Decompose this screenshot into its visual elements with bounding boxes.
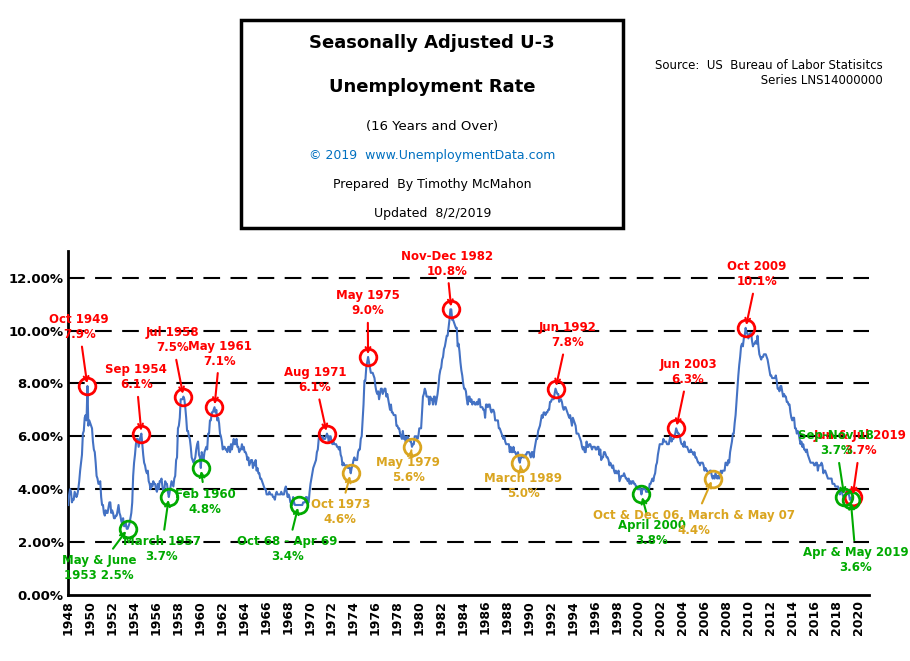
Text: April 2000
3.8%: April 2000 3.8% (618, 499, 686, 547)
Text: Oct 1973
4.6%: Oct 1973 4.6% (310, 478, 370, 526)
Text: Jul 1958
7.5%: Jul 1958 7.5% (146, 327, 199, 391)
Text: Updated  8/2/2019: Updated 8/2/2019 (374, 208, 490, 220)
Text: Oct 1949
7.9%: Oct 1949 7.9% (49, 313, 109, 381)
Text: Source:  US  Bureau of Labor Statisitcs
             Series LNS14000000: Source: US Bureau of Labor Statisitcs Se… (655, 59, 883, 87)
Text: Oct 2009
10.1%: Oct 2009 10.1% (727, 260, 787, 323)
Text: Aug 1971
6.1%: Aug 1971 6.1% (284, 366, 347, 428)
Text: May 1975
9.0%: May 1975 9.0% (336, 290, 399, 352)
Text: (16 Years and Over): (16 Years and Over) (366, 120, 499, 133)
Text: Seasonally Adjusted U-3: Seasonally Adjusted U-3 (309, 34, 555, 52)
Text: © 2019  www.UnemploymentData.com: © 2019 www.UnemploymentData.com (309, 149, 555, 162)
Text: Jun & Jul 2019
3.7%: Jun & Jul 2019 3.7% (814, 430, 906, 492)
Text: Sep 1954
6.1%: Sep 1954 6.1% (106, 364, 167, 428)
Text: Jun 1992
7.8%: Jun 1992 7.8% (539, 321, 596, 383)
Text: Apr & May 2019
3.6%: Apr & May 2019 3.6% (803, 505, 909, 574)
Text: Jun 2003
6.3%: Jun 2003 6.3% (659, 358, 717, 423)
Text: May & June
1953 2.5%: May & June 1953 2.5% (62, 533, 136, 582)
Text: March 1989
5.0%: March 1989 5.0% (484, 466, 562, 500)
Text: Nov-Dec 1982
10.8%: Nov-Dec 1982 10.8% (400, 250, 493, 304)
Text: Oct 68 - Apr 69
3.4%: Oct 68 - Apr 69 3.4% (238, 510, 338, 563)
Text: Sep-Nov 18
3.7%: Sep-Nov 18 3.7% (798, 430, 875, 492)
Text: Feb 1960
4.8%: Feb 1960 4.8% (175, 473, 236, 516)
Text: March 1957
3.7%: March 1957 3.7% (123, 502, 200, 563)
Text: Oct & Dec 06, March & May 07
4.4%: Oct & Dec 06, March & May 07 4.4% (592, 483, 794, 537)
Text: May 1961
7.1%: May 1961 7.1% (187, 340, 251, 402)
Text: Prepared  By Timothy McMahon: Prepared By Timothy McMahon (333, 178, 531, 191)
Text: Unemployment Rate: Unemployment Rate (329, 78, 535, 96)
Text: May 1979
5.6%: May 1979 5.6% (377, 450, 440, 484)
